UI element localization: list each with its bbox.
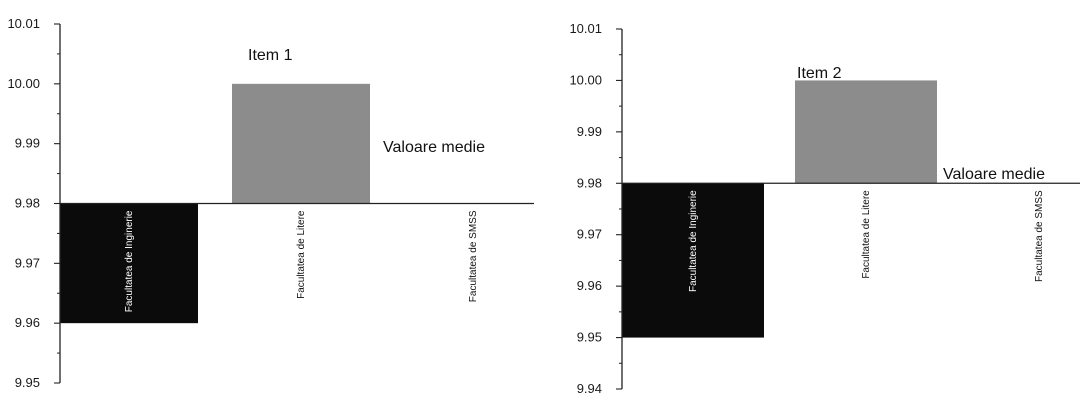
bar-inginerie	[622, 183, 764, 338]
category-label-smss: Facultatea de SMSS	[468, 210, 479, 302]
category-label-inginerie: Facultatea de Inginerie	[688, 190, 699, 292]
y-tick-label: 10.00	[569, 72, 602, 87]
bar-litere	[795, 80, 937, 184]
category-label-litere: Facultatea de Litere	[296, 210, 307, 299]
y-tick-label: 9.97	[15, 255, 40, 270]
y-tick-label: 9.94	[577, 381, 602, 396]
y-tick-label: 9.96	[15, 315, 40, 330]
y-tick-label: 9.99	[577, 124, 602, 139]
y-tick-label: 9.95	[577, 330, 602, 345]
y-tick-label: 10.01	[569, 21, 602, 36]
y-tick-label: 9.96	[577, 278, 602, 293]
y-tick-label: 9.95	[15, 375, 40, 390]
y-tick-label: 9.99	[15, 136, 40, 151]
chart-item-2: 9.94 9.95 9.96 9.97 9.98 9.99 10.00 10.01 Facult…	[569, 21, 1080, 396]
category-label-smss: Facultatea de SMSS	[1034, 190, 1045, 282]
bar-litere	[232, 83, 370, 204]
bar-inginerie	[60, 203, 198, 324]
annotation-valoare-medie: Valoare medie	[383, 139, 485, 156]
category-label-inginerie: Facultatea de Inginerie	[124, 210, 135, 312]
y-tick-label: 10.00	[7, 76, 40, 91]
annotation-valoare-medie: Valoare medie	[943, 166, 1045, 183]
y-tick-label: 9.97	[577, 227, 602, 242]
chart-title: Item 1	[248, 47, 293, 64]
y-tick-label: 9.98	[15, 196, 40, 211]
chart-item-1: 9.95 9.96 9.97 9.98 9.99 10.00 10.01 Facultatea…	[7, 16, 534, 390]
chart-title: Item 2	[797, 65, 842, 82]
y-tick-label: 10.01	[7, 16, 40, 31]
category-label-litere: Facultatea de Litere	[861, 190, 872, 279]
y-tick-label: 9.98	[577, 175, 602, 190]
